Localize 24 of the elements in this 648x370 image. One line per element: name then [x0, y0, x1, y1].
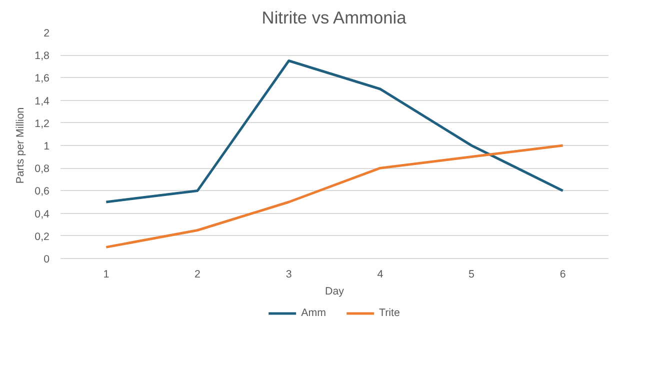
y-axis-title: Parts per Million: [14, 107, 27, 184]
y-tick-label: 1,8: [34, 50, 50, 62]
chart-title: Nitrite vs Ammonia: [262, 8, 407, 28]
legend-label: Trite: [378, 307, 400, 319]
x-tick-label: 6: [560, 268, 566, 280]
x-tick-label: 3: [286, 268, 292, 280]
y-tick-label: 2: [44, 28, 50, 40]
y-tick-label: 0,4: [34, 208, 50, 220]
y-tick-label: 1,4: [34, 95, 50, 108]
x-tick-label: 4: [377, 268, 384, 280]
y-tick-label: 0,6: [34, 186, 50, 198]
line-series: [104, 60, 564, 204]
x-tick-label: 5: [468, 268, 475, 280]
y-tick-label: 0,8: [34, 163, 50, 176]
y-tick-label: 1,6: [34, 72, 50, 85]
y-tick-label: 0,2: [34, 230, 50, 243]
x-axis-title: Day: [325, 286, 345, 298]
y-tick-label: 1,2: [34, 118, 50, 130]
y-tick-label: 0: [44, 254, 50, 266]
x-tick-label: 1: [103, 268, 110, 280]
y-tick-label: 1: [44, 140, 50, 152]
legend-label: Amm: [301, 307, 326, 319]
x-tick-label: 2: [194, 268, 201, 280]
line-series: [104, 144, 564, 248]
